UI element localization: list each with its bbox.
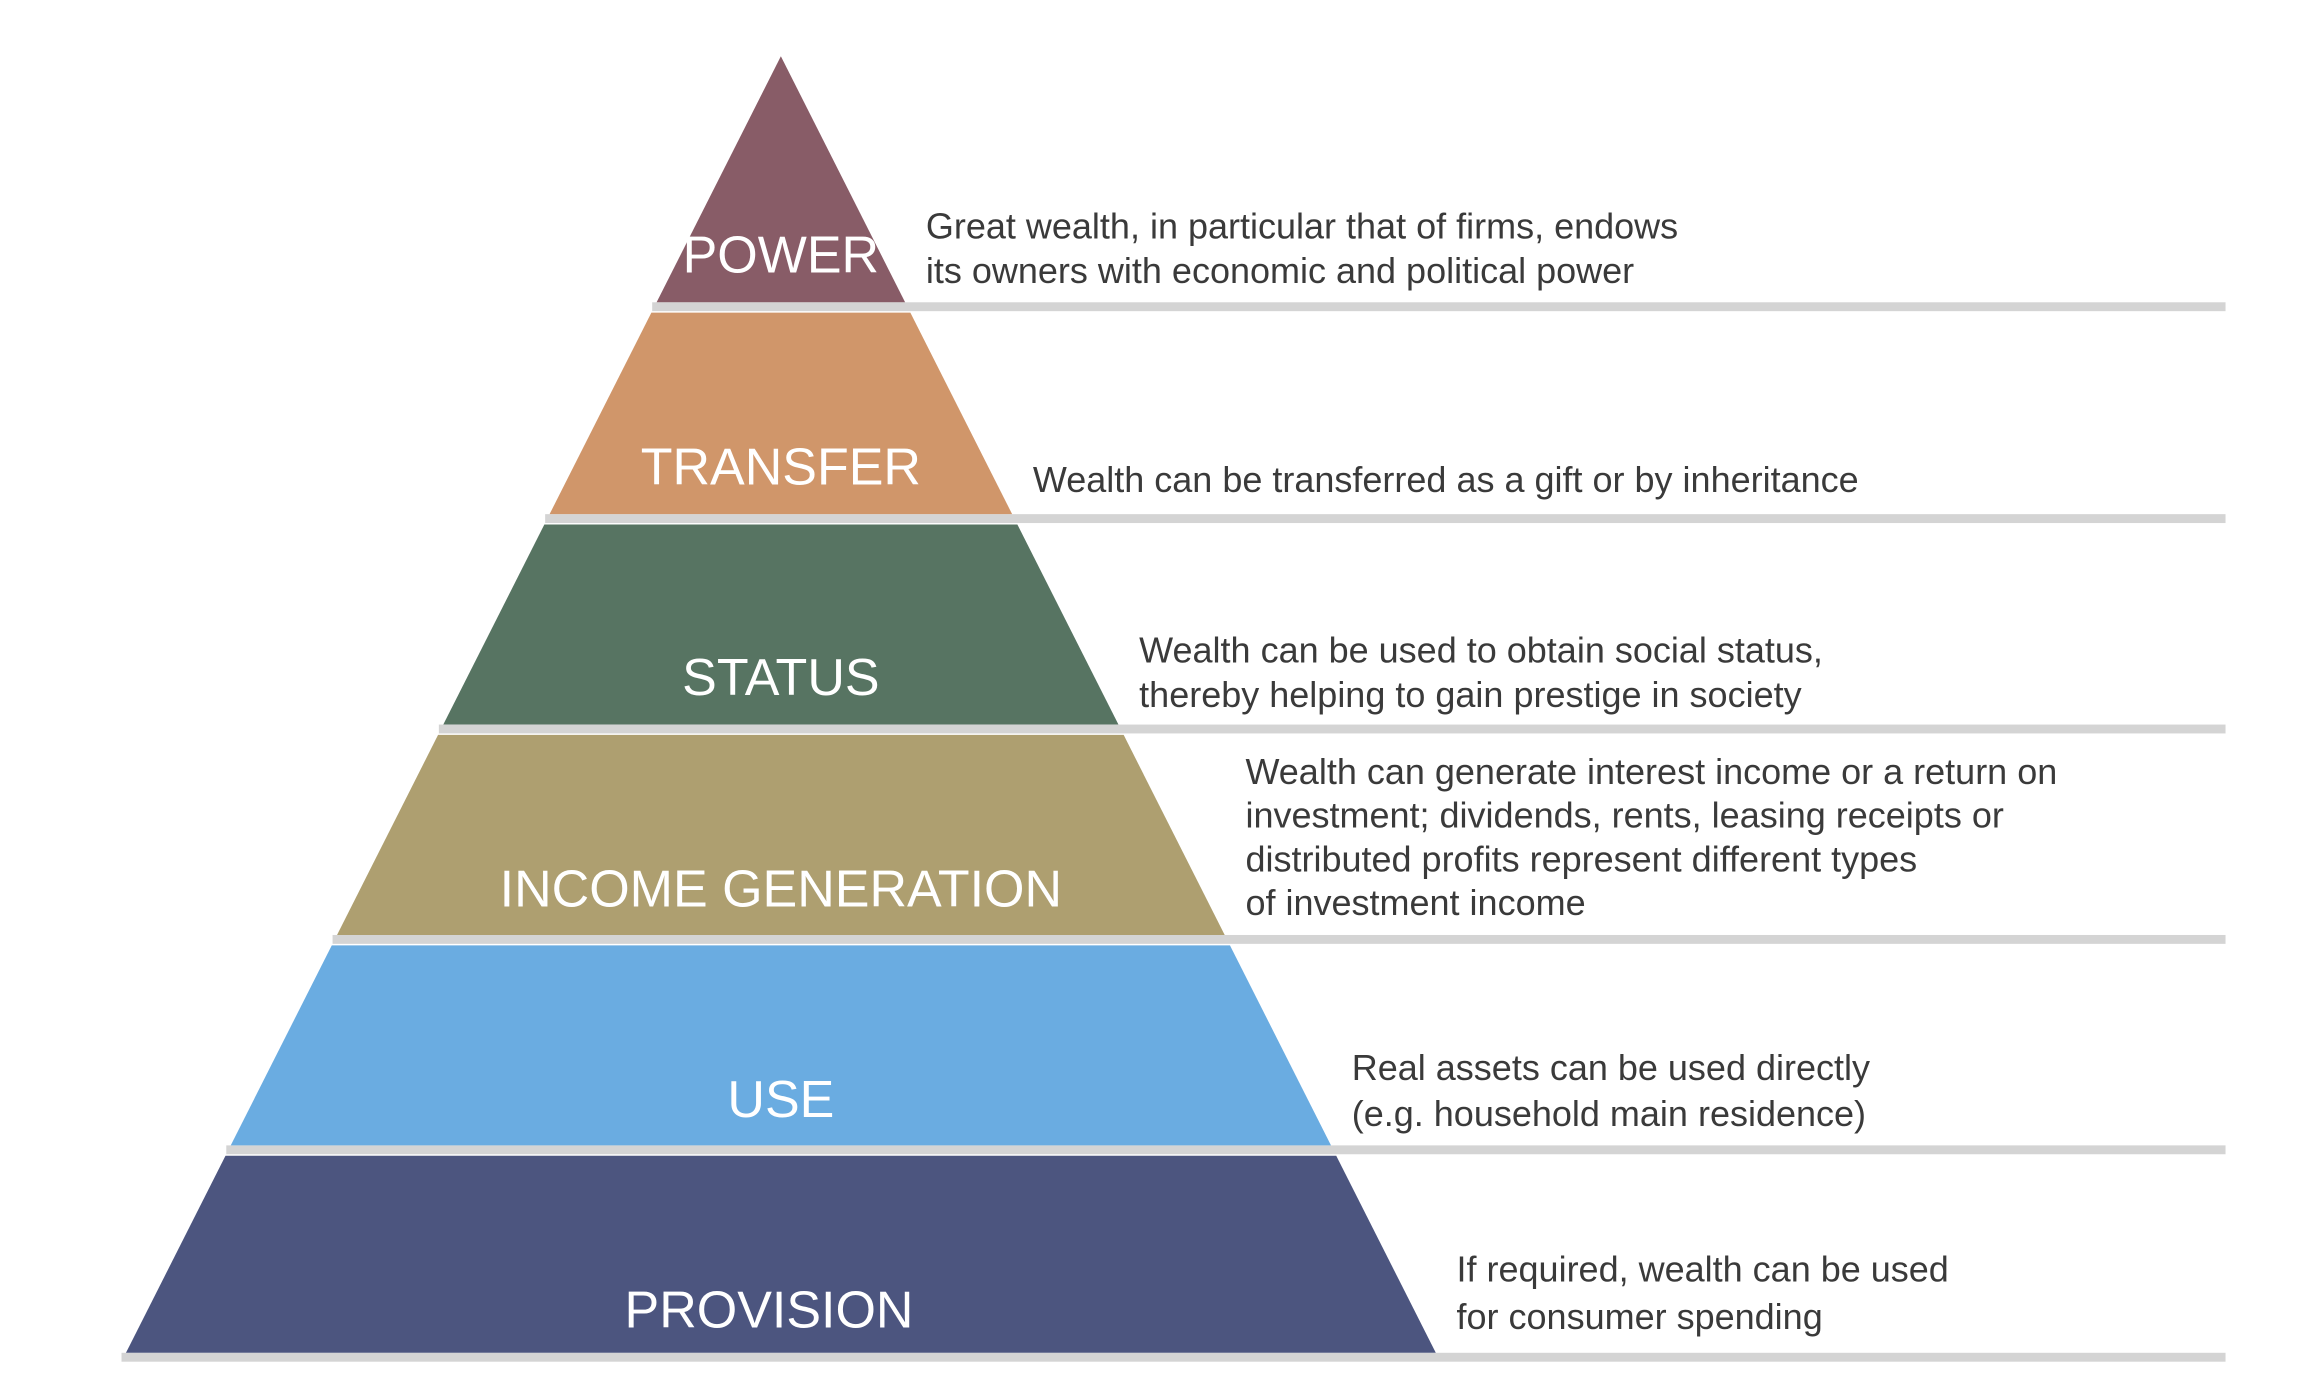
tier-label: INCOME GENERATION [500,861,1062,919]
tier-label: USE [727,1071,834,1129]
tier-description-line: Wealth can be transferred as a gift or b… [1033,459,1859,500]
separator-line [226,1145,2226,1155]
tier-description-line: of investment income [1245,882,1585,923]
separator-lines [121,302,2226,1362]
tier-labels: POWER TRANSFER STATUS INCOME GENERATION USE P… [500,226,1062,1339]
tier-description-line: Wealth can generate interest income or a… [1245,751,2057,792]
tier-label: POWER [683,226,879,284]
tier-description-line: Wealth can be used to obtain social stat… [1139,629,1823,670]
separator-line [121,1352,2226,1362]
tier-description-line: Great wealth, in particular that of firm… [926,206,1678,247]
tier-descriptions: Great wealth, in particular that of firm… [926,206,2057,1338]
tier-description-line: If required, wealth can be used [1457,1249,1949,1290]
tier-description-line: investment; dividends, rents, leasing re… [1245,795,2003,836]
tier-description-line: Real assets can be used directly [1352,1047,1870,1088]
tier-description-line: for consumer spending [1457,1296,1823,1337]
tier-label: PROVISION [625,1281,914,1339]
separator-line [332,934,2226,944]
tier-description-line: distributed profits represent different … [1245,838,1917,879]
tier-status [443,524,1119,725]
tier-use [230,945,1331,1146]
separator-line [545,514,2226,524]
tier-description-line: thereby helping to gain prestige in soci… [1139,674,1801,715]
tier-description-line: its owners with economic and political p… [926,250,1634,291]
tier-transfer [549,312,1013,515]
pyramid-tiers [125,56,1436,1353]
tier-label: TRANSFER [641,438,921,496]
tier-income-generation [337,734,1225,935]
tier-description-line: (e.g. household main residence) [1352,1093,1866,1134]
separator-line [438,724,2226,734]
tier-label: STATUS [682,649,879,707]
tier-provision [125,1155,1436,1353]
separator-line [652,302,2226,312]
tier-power [656,56,906,303]
